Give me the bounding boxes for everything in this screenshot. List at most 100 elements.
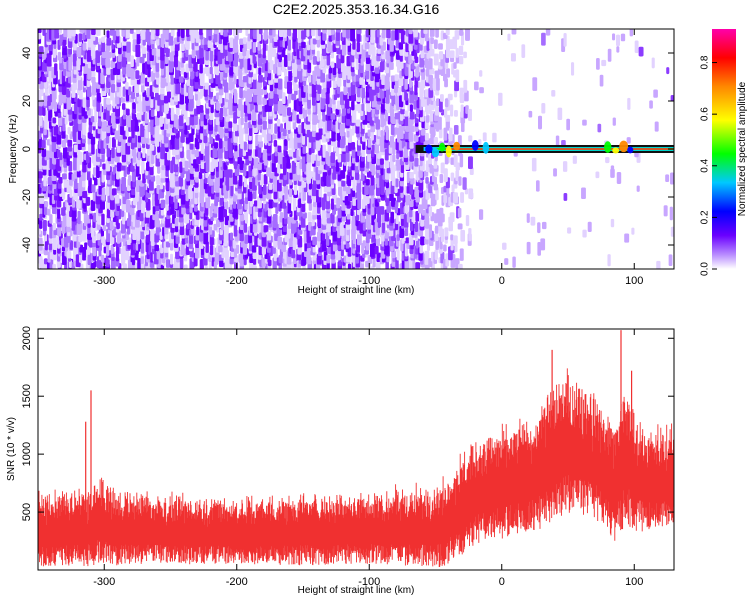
spectrogram-cell [52, 117, 57, 124]
spectrogram-cell [146, 87, 150, 98]
spectrogram-cell [132, 102, 136, 110]
spectrogram-cell [238, 52, 244, 59]
spectrogram-cell [610, 165, 615, 177]
spectrogram-cell [530, 216, 536, 226]
spectrogram-cell [134, 83, 140, 94]
spectrogram-cell [365, 194, 370, 205]
spectrogram-cell [651, 57, 655, 69]
spectrogram-cell [409, 111, 415, 120]
spectrogram-cell [125, 81, 129, 90]
spectrogram-cell [308, 202, 313, 211]
spectrogram-cell [204, 66, 210, 74]
spectrogram-cell [204, 82, 209, 90]
spectrogram-cell [395, 96, 400, 106]
spectrogram-cell [415, 64, 420, 77]
spectrogram-cell [293, 84, 299, 91]
spectrogram-cell [247, 188, 253, 202]
spectrogram-cell [227, 169, 233, 178]
spectrogram-cell [356, 103, 361, 111]
spectrogram-cell [532, 77, 538, 91]
spectrogram-cell [278, 29, 284, 37]
spectrogram-cell [252, 29, 257, 40]
spectrogram-cell [428, 87, 434, 98]
spectrogram-cell [365, 57, 371, 65]
snr-x-tick-label: -200 [226, 576, 248, 588]
spectrogram-cell [450, 237, 454, 251]
spectrogram-cell [567, 227, 572, 234]
spectrogram-cell [502, 242, 507, 250]
spectrogram-cell [357, 149, 361, 157]
spectrogram-cell [135, 29, 141, 35]
spectrogram-cell [283, 29, 287, 38]
spectrogram-cell [175, 235, 180, 244]
spectrogram-cell [447, 93, 453, 101]
spectrogram-cell [104, 30, 108, 38]
spectrogram-cell [582, 229, 587, 238]
spectrogram-cell [199, 29, 203, 36]
spectrogram-cell [303, 108, 308, 115]
spectrogram-cell [233, 222, 238, 237]
spectrogram-cell [434, 249, 438, 261]
spectrogram-cell [409, 78, 413, 88]
spectrogram-cell [155, 29, 160, 37]
spectrogram-cell [170, 194, 174, 204]
spectrogram-cell [322, 144, 326, 153]
spectrogram-cell [454, 109, 458, 117]
spectrogram-y-label: Frequency (Hz) [8, 115, 19, 184]
spectrogram-cell [453, 192, 458, 204]
spectrogram-cell [84, 242, 88, 250]
spectrogram-cell [59, 34, 63, 46]
spectrogram-cell [194, 113, 198, 125]
snr-x-tick-label: 0 [499, 576, 505, 588]
spectrogram-cell [136, 158, 141, 167]
spectrogram-cell [199, 105, 204, 113]
spectrogram-cell [140, 72, 145, 84]
spectrogram-cell [216, 101, 220, 111]
spectrogram-cell [445, 45, 450, 59]
spectrogram-cell [198, 171, 203, 180]
spectrogram-cell [229, 232, 234, 241]
spectrogram-cell [450, 234, 454, 241]
spectrogram-cell [359, 63, 364, 74]
spectrogram-cell [101, 254, 105, 263]
spectrogram-cell [601, 59, 607, 67]
spectrogram-cell [443, 193, 448, 204]
snr-panel: -300 -200 -100 0 100 500 1000 1500 2000 Height … [6, 326, 675, 596]
spectrogram-cell [154, 92, 159, 101]
spectrogram-y-tick-label: -40 [21, 237, 33, 253]
carrier-blob [439, 142, 446, 152]
spectrogram-cell [291, 248, 296, 259]
spectrogram-cell [287, 51, 291, 61]
spectrogram-cell [326, 185, 331, 192]
spectrogram-cell [435, 29, 439, 38]
spectrogram-cell [326, 254, 331, 264]
spectrogram-cell [282, 103, 287, 117]
spectrogram-cell [174, 148, 180, 155]
spectrogram-cell [392, 154, 396, 163]
spectrogram-cell [126, 64, 132, 77]
spectrogram-cell [434, 225, 439, 234]
spectrogram-cell [370, 173, 374, 186]
spectrogram-y-tick-label: 0 [21, 146, 33, 152]
carrier-blob [471, 140, 479, 151]
spectrogram-cell [54, 63, 58, 76]
spectrogram-cell [42, 219, 47, 232]
colorbar-gradient [712, 29, 736, 269]
spectrogram-cell [391, 250, 396, 259]
spectrogram-cell [306, 129, 311, 138]
spectrogram-cell [394, 112, 400, 120]
spectrogram-cell [458, 45, 464, 56]
spectrogram-cell [620, 33, 626, 42]
spectrogram-cell [396, 249, 400, 261]
spectrogram-cell [42, 29, 46, 36]
spectrogram-cell [396, 169, 401, 178]
spectrogram-cell [157, 109, 161, 118]
spectrogram-cell [612, 33, 616, 41]
spectrogram-cell [85, 196, 91, 206]
spectrogram-cell [141, 160, 145, 174]
spectrogram-cell [462, 177, 467, 190]
spectrogram-cell [541, 221, 547, 230]
spectrogram-cell [134, 225, 140, 234]
spectrogram-cell [248, 71, 254, 78]
spectrogram-cell [102, 120, 108, 132]
